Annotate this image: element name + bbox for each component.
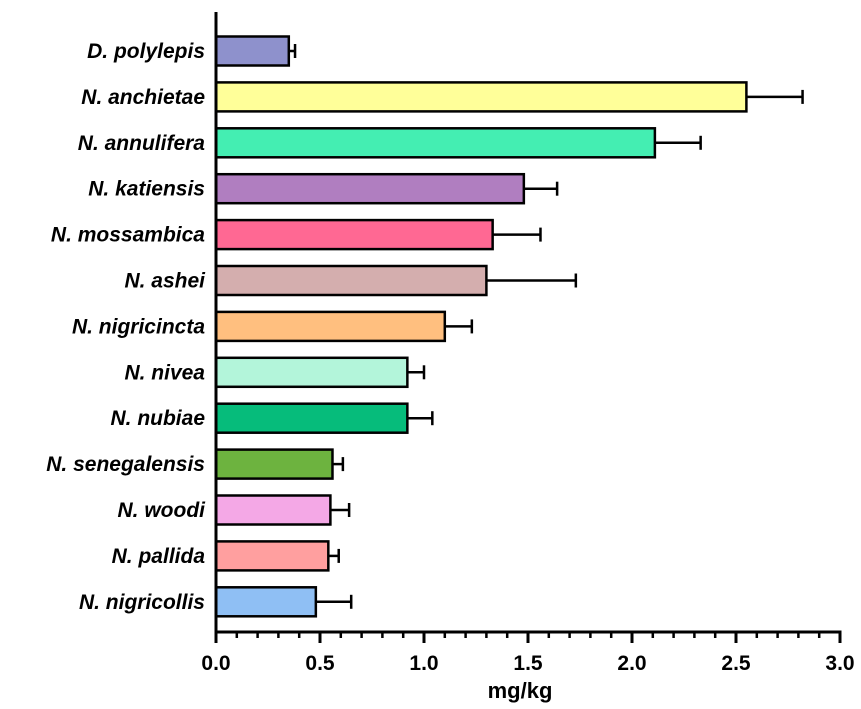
category-label-10: N. woodi [118,499,207,522]
error-bar-7 [407,365,426,380]
category-label-2: N. annulifera [78,132,206,155]
x-tick-label-0: 0.0 [201,652,230,675]
bar-6 [214,310,447,343]
bar-8 [214,402,409,434]
category-label-12: N. nigricollis [79,591,205,614]
error-bar-3 [523,181,559,196]
category-label-11: N. pallida [112,545,206,568]
category-label-6: N. nigricincta [72,315,205,338]
error-bar-8 [407,411,434,426]
bar-12 [214,586,318,618]
error-bar-2 [654,135,702,150]
x-tick-label-5: 2.5 [721,652,751,675]
x-tick-label-2: 1.0 [409,652,438,675]
bar-3 [214,172,526,205]
x-tick-label-6: 3.0 [825,652,854,675]
error-bar-4 [492,227,542,242]
category-label-0: D. polylepis [87,40,205,63]
bar-9 [214,448,334,480]
category-labels: D. polylepis N. anchietae N. annulifera N. … [46,40,206,614]
x-tick-label-1: 0.5 [305,652,335,675]
bar-11 [214,540,330,572]
category-label-9: N. senegalensis [46,453,205,476]
category-label-8: N. nubiae [110,407,205,430]
bar-10 [214,494,332,526]
error-bar-10 [330,503,351,517]
error-bars [288,44,804,609]
error-bar-5 [486,273,578,288]
error-bar-9 [332,457,345,472]
bars [214,35,748,618]
bar-4 [214,218,494,251]
bar-0 [214,35,291,67]
category-label-4: N. mossambica [51,224,205,247]
bar-5 [214,264,488,297]
x-tick-label-3: 1.5 [513,652,543,675]
category-label-5: N. ashei [124,270,206,293]
error-bar-0 [288,44,297,58]
error-bar-1 [746,89,804,104]
bar-2 [214,127,657,159]
error-bar-6 [444,319,474,334]
x-axis-title: mg/kg [488,678,553,703]
error-bar-11 [328,548,340,563]
category-label-7: N. nivea [124,361,205,384]
bar-7 [214,356,409,389]
x-axis-ticks: 0.0 0.5 1.0 1.5 2.0 2.5 3.0 [201,632,855,675]
error-bar-12 [315,594,353,609]
bar-1 [214,81,748,113]
category-label-3: N. katiensis [88,178,205,201]
category-label-1: N. anchietae [81,86,205,109]
x-tick-label-4: 2.0 [617,652,646,675]
